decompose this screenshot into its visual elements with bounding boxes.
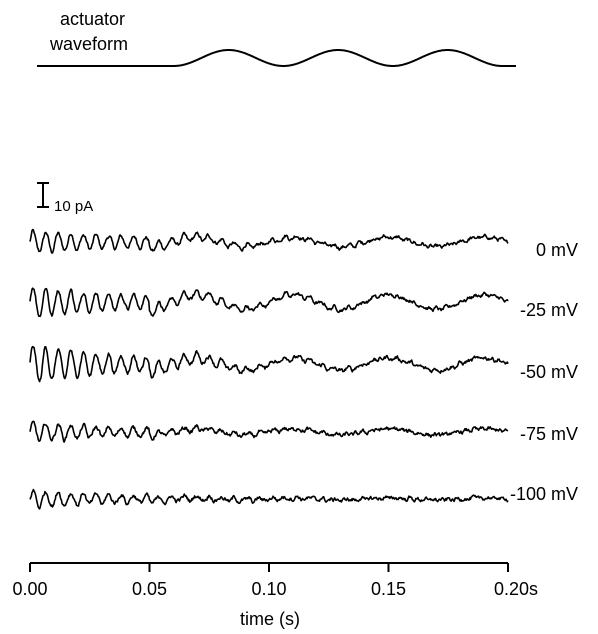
x-axis: 0.00 0.05 0.10 0.15 0.20s xyxy=(12,562,538,599)
scale-bar xyxy=(37,182,49,208)
series-line xyxy=(29,287,509,318)
series-label: -75 mV xyxy=(520,424,578,444)
series-label: -50 mV xyxy=(520,362,578,382)
scale-bar-label: 10 pA xyxy=(54,198,93,215)
x-tick-label: 0.05 xyxy=(132,579,167,599)
traces-group: 0 mV -25 mV -50 mV -75 mV -100 mV xyxy=(29,228,578,510)
series-line xyxy=(29,345,509,383)
x-tick-label: 0.15 xyxy=(371,579,406,599)
x-tick-label: 0.20s xyxy=(494,579,538,599)
series-line xyxy=(29,420,509,443)
actuator-waveform-line xyxy=(37,49,516,67)
series-label: -100 mV xyxy=(510,484,578,504)
series-label: 0 mV xyxy=(536,240,578,260)
series-line xyxy=(29,488,509,510)
series-label: -25 mV xyxy=(520,300,578,320)
actuator-label-line1: actuator xyxy=(60,9,125,29)
x-tick-label: 0.10 xyxy=(251,579,286,599)
actuator-label-line2: waveform xyxy=(49,34,128,54)
series-line xyxy=(29,228,509,254)
x-tick-label: 0.00 xyxy=(12,579,47,599)
x-axis-label: time (s) xyxy=(240,609,300,629)
